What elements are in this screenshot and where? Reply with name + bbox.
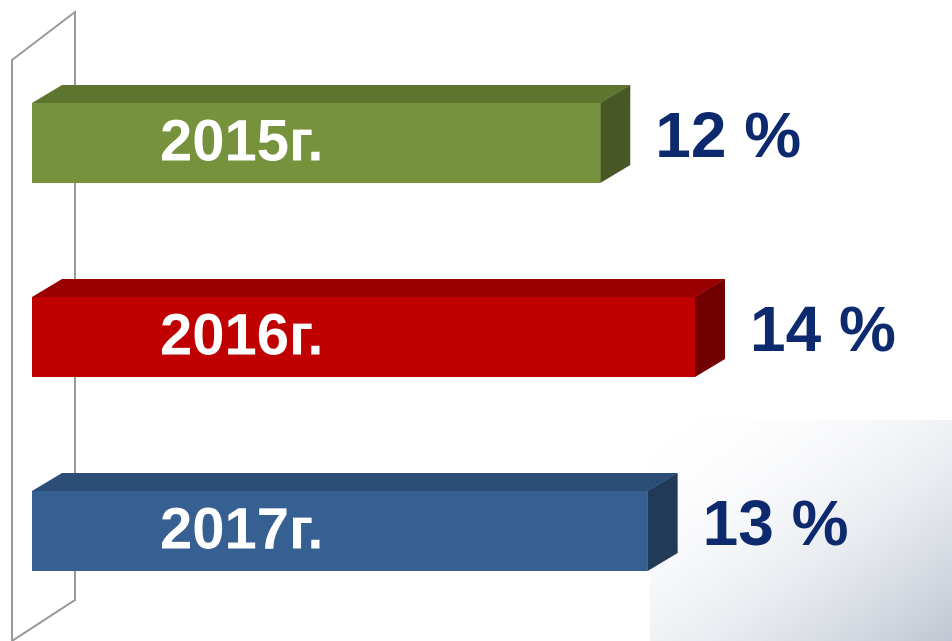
bar-top [32,279,725,297]
category-label: 2016г. [160,302,324,367]
bar [32,103,601,183]
bar-side [647,473,678,571]
background-decoration [650,420,952,641]
bar-top [32,473,678,491]
value-label: 12 % [655,99,801,171]
bars: 2015г. 12 % 2016г. 14 % 2017г. 13 % [32,85,896,571]
bar-side [600,85,631,183]
category-label: 2017г. [160,496,324,561]
value-label: 13 % [703,487,849,559]
back-wall [11,9,76,641]
category-label: 2015г. [160,108,324,173]
bar-top [32,85,631,103]
bar [32,297,695,377]
value-label: 14 % [750,293,896,365]
bar-side [695,279,725,377]
bar [32,491,648,571]
